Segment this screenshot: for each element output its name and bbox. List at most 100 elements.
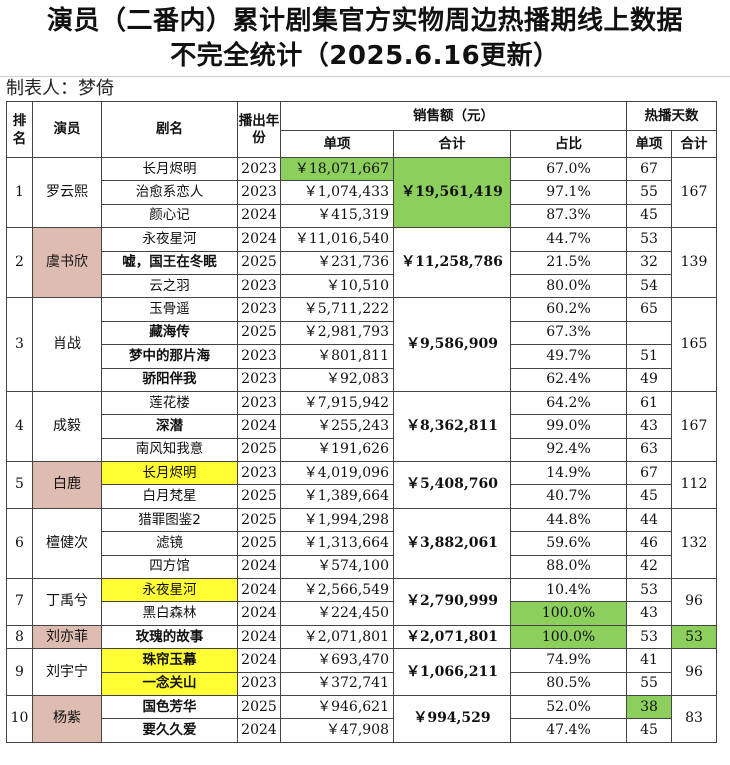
sales-ratio-cell: 88.0% <box>509 554 628 580</box>
days-total-cell: 53 <box>671 624 718 650</box>
days-single-cell: 55 <box>626 180 673 205</box>
header-drama: 剧名 <box>101 101 238 158</box>
sales-total-cell: ￥3,882,061 <box>393 507 511 580</box>
sales-ratio-cell: 44.8% <box>509 507 628 533</box>
sales-total-cell: ￥19,561,419 <box>393 156 511 229</box>
days-single-cell: 38 <box>626 694 673 720</box>
days-single-cell: 49 <box>626 367 673 392</box>
sales-single-cell: ￥224,450 <box>280 601 394 626</box>
sales-single-cell: ￥231,736 <box>280 250 394 275</box>
sales-single-cell: ￥1,313,664 <box>280 531 394 556</box>
days-single-cell: 45 <box>626 484 673 509</box>
sales-single-cell: ￥1,994,298 <box>280 507 394 533</box>
sales-ratio-cell: 100.0% <box>509 624 628 650</box>
header-days-total: 合计 <box>671 130 718 158</box>
sales-single-cell: ￥5,711,222 <box>280 297 394 322</box>
days-single-cell: 46 <box>626 531 673 556</box>
sales-single-cell: ￥574,100 <box>280 554 394 580</box>
days-total-cell: 165 <box>671 297 718 392</box>
sales-total-cell: ￥994,529 <box>393 694 511 743</box>
year-cell: 2024 <box>237 227 281 252</box>
year-cell: 2024 <box>237 718 281 743</box>
header-rank: 排名 <box>6 101 33 158</box>
days-single-cell: 51 <box>626 344 673 369</box>
drama-cell: 滤镜 <box>101 531 238 556</box>
drama-cell: 一念关山 <box>101 671 238 696</box>
table-row: 5 白鹿 长月烬明 2023 ￥4,019,096 ￥5,408,760 14.9% 67 11… <box>6 461 718 509</box>
table-row: 8 刘亦菲 玫瑰的故事 2024 ￥2,071,801 ￥2,071,801 100.0% 5… <box>6 624 718 650</box>
header-days-single: 单项 <box>626 130 673 158</box>
sales-ratio-cell: 80.0% <box>509 273 628 299</box>
days-single-cell: 44 <box>626 507 673 533</box>
actor-cell: 成毅 <box>32 390 102 463</box>
days-single-cell: 54 <box>626 273 673 299</box>
sales-single-cell: ￥92,083 <box>280 367 394 392</box>
table-row: 7 丁禹兮 永夜星河 2024 ￥2,566,549 ￥2,790,999 10.4% 53 9… <box>6 578 718 626</box>
days-total-cell: 96 <box>671 578 718 626</box>
days-single-cell: 53 <box>626 624 673 650</box>
table-row: 四方馆 2024 ￥574,100 88.0% 42 <box>7 554 717 580</box>
sales-ratio-cell: 74.9% <box>509 648 628 673</box>
rank-cell: 6 <box>6 507 33 580</box>
sales-single-cell: ￥946,621 <box>280 694 394 720</box>
drama-cell: 四方馆 <box>101 554 238 580</box>
sales-ratio-cell: 40.7% <box>509 484 628 509</box>
sales-total-cell: ￥11,258,786 <box>393 227 511 299</box>
header-actor: 演员 <box>32 101 102 158</box>
year-cell: 2023 <box>237 297 281 322</box>
sales-single-cell: ￥2,981,793 <box>280 320 394 346</box>
sales-single-cell: ￥1,389,664 <box>280 484 394 509</box>
drama-cell: 珠帘玉幕 <box>101 648 238 673</box>
year-cell: 2023 <box>237 367 281 392</box>
days-total-cell: 132 <box>671 507 718 580</box>
sales-ratio-cell: 49.7% <box>509 344 628 369</box>
drama-cell: 长月烬明 <box>101 156 238 182</box>
sales-single-cell: ￥11,016,540 <box>280 227 394 252</box>
year-cell: 2024 <box>237 624 281 650</box>
table-row: 黑白森林 2024 ￥224,450 100.0% 43 <box>7 601 717 626</box>
drama-cell: 深潜 <box>101 414 238 439</box>
year-cell: 2023 <box>237 461 281 486</box>
sales-single-cell: ￥2,071,801 <box>280 624 394 650</box>
actor-cell: 檀健次 <box>32 507 102 580</box>
sales-single-cell: ￥10,510 <box>280 273 394 299</box>
sales-ratio-cell: 97.1% <box>509 180 628 205</box>
drama-cell: 永夜星河 <box>101 578 238 603</box>
drama-cell: 梦中的那片海 <box>101 344 238 369</box>
drama-cell: 长月烬明 <box>101 461 238 486</box>
days-single-cell: 67 <box>626 461 673 486</box>
table-row: 1 罗云熙 长月烬明 2023 ￥18,071,667 ￥19,561,419 67.0% 6… <box>6 156 718 229</box>
sales-single-cell: ￥47,908 <box>280 718 394 743</box>
table-row: 骄阳伴我 2023 ￥92,083 62.4% 49 <box>7 367 717 392</box>
days-total-cell: 83 <box>671 694 718 743</box>
year-cell: 2023 <box>237 273 281 299</box>
sales-total-cell: ￥5,408,760 <box>393 461 511 509</box>
sales-table: 排名 演员 剧名 播出年份 销售额（元） 热播天数 单项 合计 占比 单项 合计… <box>6 101 718 743</box>
sales-ratio-cell: 59.6% <box>509 531 628 556</box>
days-single-cell: 32 <box>626 250 673 275</box>
table-row: 南风知我意 2025 ￥191,626 92.4% 63 <box>7 437 717 463</box>
drama-cell: 骄阳伴我 <box>101 367 238 392</box>
header-sales-ratio: 占比 <box>509 130 628 158</box>
sales-total-cell: ￥2,071,801 <box>393 624 511 650</box>
table-row: 一念关山 2023 ￥372,741 80.5% 55 <box>7 671 717 696</box>
sales-ratio-cell: 60.2% <box>509 297 628 322</box>
drama-cell: 玉骨遥 <box>101 297 238 322</box>
year-cell: 2023 <box>237 344 281 369</box>
year-cell: 2025 <box>237 694 281 720</box>
rank-cell: 1 <box>6 156 33 229</box>
drama-cell: 南风知我意 <box>101 437 238 463</box>
year-cell: 2025 <box>237 320 281 346</box>
days-single-cell: 45 <box>626 203 673 229</box>
table-row: 云之羽 2023 ￥10,510 80.0% 54 <box>7 273 717 299</box>
drama-cell: 国色芳华 <box>101 694 238 720</box>
year-cell: 2024 <box>237 578 281 603</box>
actor-cell: 刘亦菲 <box>32 624 102 650</box>
days-single-cell: 53 <box>626 227 673 252</box>
header-sales-total: 合计 <box>393 130 511 158</box>
days-single-cell: 63 <box>626 437 673 463</box>
sales-single-cell: ￥4,019,096 <box>280 461 394 486</box>
year-cell: 2023 <box>237 390 281 416</box>
year-cell: 2025 <box>237 484 281 509</box>
days-single-cell: 41 <box>626 648 673 673</box>
